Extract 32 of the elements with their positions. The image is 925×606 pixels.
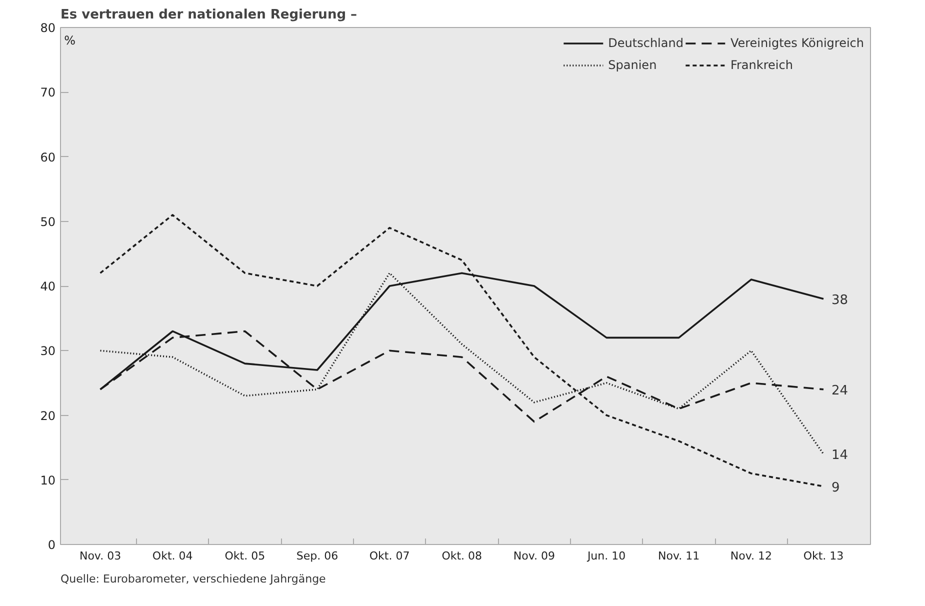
data-label: 9 (831, 480, 840, 496)
y-tick-label: 20 (40, 408, 56, 423)
data-label: 14 (831, 448, 848, 464)
x-tick-label: Okt. 08 (442, 550, 482, 562)
chart-title: Es vertrauen der nationalen Regierung – (60, 8, 358, 22)
x-tick-label: Okt. 13 (803, 550, 844, 562)
legend-label: Frankreich (730, 58, 793, 72)
y-tick-label: 50 (40, 214, 56, 229)
x-tick-label: Jun. 10 (586, 550, 626, 562)
y-tick-label: 10 (40, 473, 56, 488)
line-series (99, 214, 824, 488)
y-tick-label: 30 (40, 344, 56, 358)
x-tick-label: Nov. 11 (658, 550, 700, 562)
x-tick-label: Nov. 03 (79, 550, 122, 562)
y-tick-label: 60 (40, 150, 56, 164)
data-label: 38 (831, 292, 848, 308)
data-label: 24 (831, 383, 848, 398)
y-tick-label: 0 (48, 538, 56, 552)
x-tick-label: Nov. 12 (730, 550, 772, 562)
x-tick-label: Okt. 07 (369, 550, 410, 562)
legend-label: Deutschland (608, 36, 684, 50)
y-tick-label: 70 (40, 86, 56, 100)
x-tick-label: Nov. 09 (513, 550, 556, 562)
x-tick-label: Sep. 06 (296, 550, 338, 562)
x-tick-label: Okt. 05 (224, 550, 266, 562)
x-tick-label: Okt. 04 (152, 550, 193, 562)
source-note: Quelle: Eurobarometer, verschiedene Jahrgänge (60, 572, 326, 586)
y-tick-label: 80 (40, 21, 56, 35)
legend-label: Spanien (608, 58, 657, 72)
y-tick-label: 40 (40, 280, 56, 294)
legend-label: Vereinigtes Königreich (730, 36, 864, 50)
y-axis-title: % (64, 34, 76, 48)
